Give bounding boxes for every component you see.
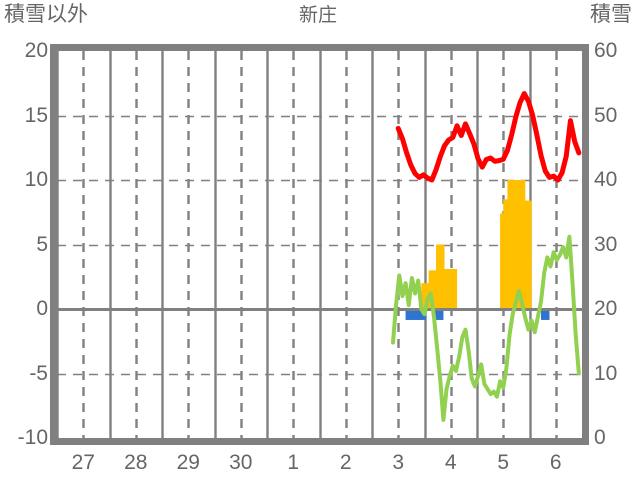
y-axis-left-tick-label: 20 (24, 39, 48, 62)
x-axis-tick-label: 1 (287, 451, 300, 474)
left-axis-title: 積雪以外 (4, 3, 88, 26)
line-series (391, 91, 582, 422)
x-axis-tick-label: 28 (124, 451, 148, 474)
y-axis-left-tick-label: 0 (36, 297, 48, 320)
y-axis-left-tick-label: 15 (24, 103, 48, 127)
y-axis-left-tick-label: 10 (24, 168, 48, 191)
x-axis-tick-label: 5 (497, 451, 510, 474)
chart-canvas (57, 51, 582, 438)
y-axis-right-tick-label: 0 (594, 426, 606, 449)
chart-title: 新庄 (298, 5, 337, 26)
y-axis-right-tick-label: 30 (594, 232, 618, 256)
y-axis-right-tick-label: 40 (594, 168, 618, 191)
plot-inner (57, 51, 582, 438)
orange-bar-series (421, 180, 532, 309)
y-axis-right-tick-label: 60 (594, 39, 618, 62)
right-axis-title: 積雪 (590, 3, 632, 26)
x-axis-tick-label: 4 (444, 451, 457, 474)
x-axis-tick-label: 29 (176, 451, 200, 474)
blue-bar-series (405, 309, 550, 320)
x-axis-tick-label: 2 (339, 451, 352, 474)
x-axis-tick-label: 6 (549, 451, 562, 474)
y-axis-right-tick-label: 50 (594, 103, 618, 127)
x-axis-tick-label: 3 (392, 451, 405, 474)
y-axis-right-tick-label: 20 (594, 297, 618, 320)
x-axis-tick-label: 27 (71, 451, 95, 474)
x-axis-tick-label: 30 (229, 451, 253, 474)
y-axis-right-tick-label: 10 (594, 361, 618, 385)
y-axis-left-tick-label: 5 (36, 232, 48, 256)
y-axis-left-tick-label: -5 (29, 361, 48, 385)
gridlines (57, 51, 582, 438)
plot-area (50, 44, 589, 445)
y-axis-left-tick-label: -10 (17, 426, 48, 449)
